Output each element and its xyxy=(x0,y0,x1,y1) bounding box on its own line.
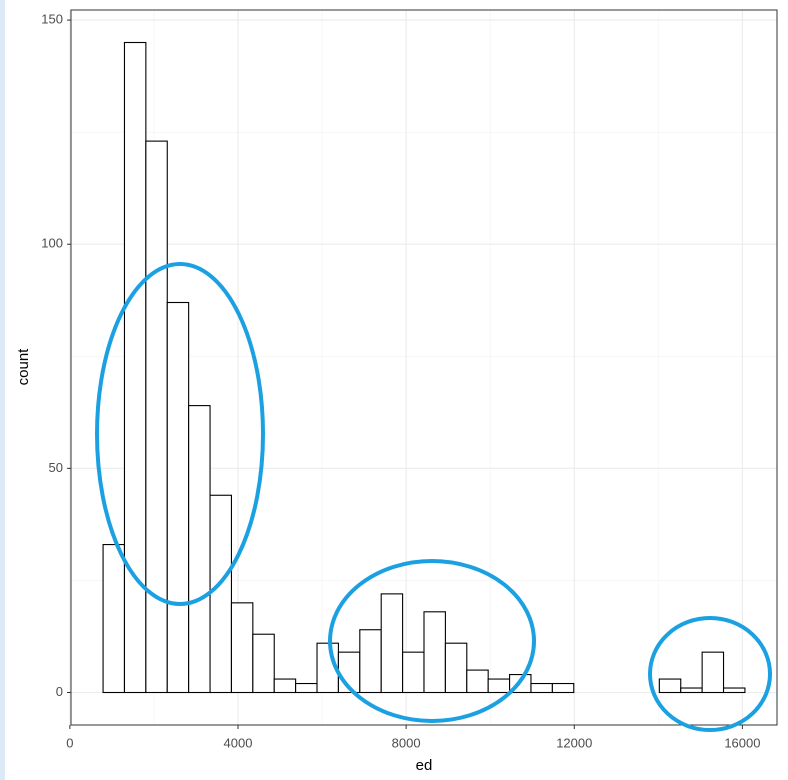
bar xyxy=(145,140,168,694)
x-tick-label: 16000 xyxy=(724,735,760,750)
bar xyxy=(701,651,725,694)
bar xyxy=(230,602,254,694)
bars xyxy=(102,41,746,694)
bar xyxy=(295,682,318,694)
bar xyxy=(252,633,275,694)
x-tick-label: 8000 xyxy=(392,735,421,750)
bar xyxy=(680,687,703,694)
highlight-ellipse xyxy=(648,616,772,732)
x-tick-label: 4000 xyxy=(224,735,253,750)
bar xyxy=(444,642,468,694)
bar xyxy=(530,682,553,694)
bar xyxy=(123,41,147,694)
x-axis-title: ed xyxy=(416,757,433,774)
y-axis-title: count xyxy=(15,348,32,386)
bar xyxy=(209,494,232,694)
annotations xyxy=(95,262,772,732)
bar xyxy=(402,651,425,694)
bar xyxy=(487,678,511,694)
y-tick-label: 100 xyxy=(41,236,63,251)
bar xyxy=(380,593,404,694)
bar xyxy=(658,678,682,694)
bar xyxy=(102,544,126,694)
panel-border xyxy=(70,9,778,726)
y-tick-label: 150 xyxy=(41,12,63,27)
highlight-ellipse xyxy=(95,262,265,606)
bar xyxy=(359,629,382,694)
bar xyxy=(273,678,297,694)
y-tick-label: 50 xyxy=(49,460,63,475)
bar xyxy=(188,405,211,694)
x-tick-label: 0 xyxy=(66,735,73,750)
highlight-ellipse xyxy=(328,559,536,723)
bar xyxy=(466,669,489,694)
x-tick-label: 12000 xyxy=(556,735,592,750)
bar xyxy=(551,682,575,694)
bar xyxy=(722,687,746,694)
bar xyxy=(423,611,446,694)
y-tick-label: 0 xyxy=(56,684,63,699)
window-edge xyxy=(0,0,5,780)
bar xyxy=(166,301,190,694)
